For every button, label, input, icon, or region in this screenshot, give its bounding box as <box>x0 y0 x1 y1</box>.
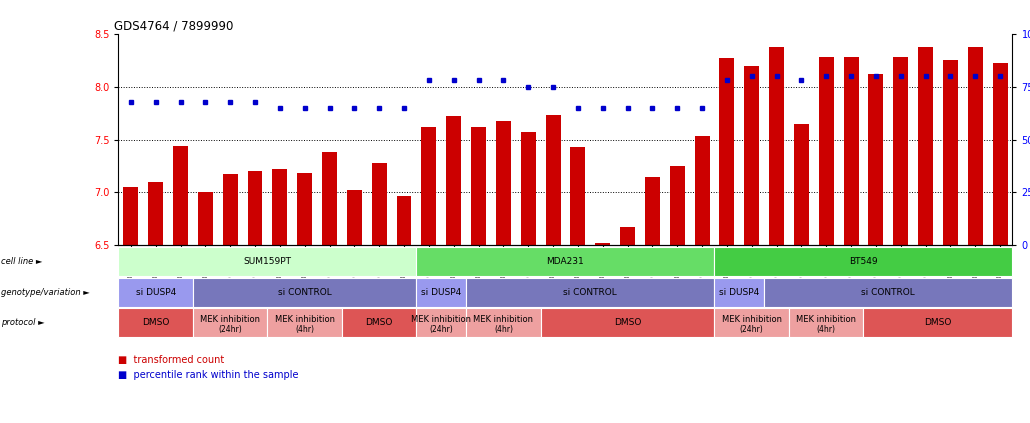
Bar <box>495 121 511 245</box>
Bar <box>124 187 138 245</box>
Text: MEK inhibition: MEK inhibition <box>411 315 472 324</box>
Bar <box>272 169 287 245</box>
Bar <box>645 177 660 245</box>
Bar <box>694 136 710 245</box>
Text: (24hr): (24hr) <box>430 324 453 334</box>
Bar <box>868 74 884 245</box>
Text: si CONTROL: si CONTROL <box>861 288 916 297</box>
Bar <box>222 175 238 245</box>
Bar <box>446 116 461 245</box>
Bar <box>421 127 437 245</box>
Bar <box>769 47 784 245</box>
Bar <box>595 243 610 245</box>
Bar <box>471 127 486 245</box>
Bar <box>942 60 958 245</box>
Bar <box>397 196 412 245</box>
Text: si CONTROL: si CONTROL <box>278 288 332 297</box>
Text: MEK inhibition: MEK inhibition <box>796 315 856 324</box>
Bar <box>148 182 163 245</box>
Text: MEK inhibition: MEK inhibition <box>200 315 261 324</box>
Bar <box>670 166 685 245</box>
Bar <box>347 190 362 245</box>
Bar <box>571 147 585 245</box>
Bar <box>247 171 263 245</box>
Text: DMSO: DMSO <box>614 318 642 327</box>
Bar <box>893 57 908 245</box>
Bar <box>198 192 213 245</box>
Text: (24hr): (24hr) <box>218 324 242 334</box>
Bar <box>372 163 386 245</box>
Bar <box>620 228 636 245</box>
Text: si DUSP4: si DUSP4 <box>719 288 759 297</box>
Bar <box>745 66 759 245</box>
Text: MEK inhibition: MEK inhibition <box>722 315 782 324</box>
Text: ■  percentile rank within the sample: ■ percentile rank within the sample <box>118 370 299 380</box>
Text: GDS4764 / 7899990: GDS4764 / 7899990 <box>114 20 234 33</box>
Bar <box>298 173 312 245</box>
Text: MDA231: MDA231 <box>547 257 584 266</box>
Text: (4hr): (4hr) <box>296 324 314 334</box>
Bar <box>993 63 1007 245</box>
Bar <box>918 47 933 245</box>
Text: protocol ►: protocol ► <box>1 318 44 327</box>
Text: MEK inhibition: MEK inhibition <box>474 315 534 324</box>
Text: (4hr): (4hr) <box>493 324 513 334</box>
Bar <box>819 57 833 245</box>
Text: BT549: BT549 <box>849 257 878 266</box>
Bar <box>794 124 809 245</box>
Text: (24hr): (24hr) <box>740 324 763 334</box>
Text: cell line ►: cell line ► <box>1 257 42 266</box>
Text: SUM159PT: SUM159PT <box>243 257 291 266</box>
Text: DMSO: DMSO <box>924 318 952 327</box>
Bar <box>968 47 983 245</box>
Bar <box>521 132 536 245</box>
Bar <box>844 57 859 245</box>
Bar <box>546 115 560 245</box>
Bar <box>719 58 734 245</box>
Text: si CONTROL: si CONTROL <box>563 288 617 297</box>
Text: genotype/variation ►: genotype/variation ► <box>1 288 90 297</box>
Text: (4hr): (4hr) <box>817 324 835 334</box>
Text: MEK inhibition: MEK inhibition <box>275 315 335 324</box>
Text: DMSO: DMSO <box>366 318 392 327</box>
Bar <box>322 152 337 245</box>
Text: si DUSP4: si DUSP4 <box>421 288 461 297</box>
Text: DMSO: DMSO <box>142 318 169 327</box>
Bar <box>173 146 188 245</box>
Text: si DUSP4: si DUSP4 <box>136 288 176 297</box>
Text: ■  transformed count: ■ transformed count <box>118 355 225 365</box>
